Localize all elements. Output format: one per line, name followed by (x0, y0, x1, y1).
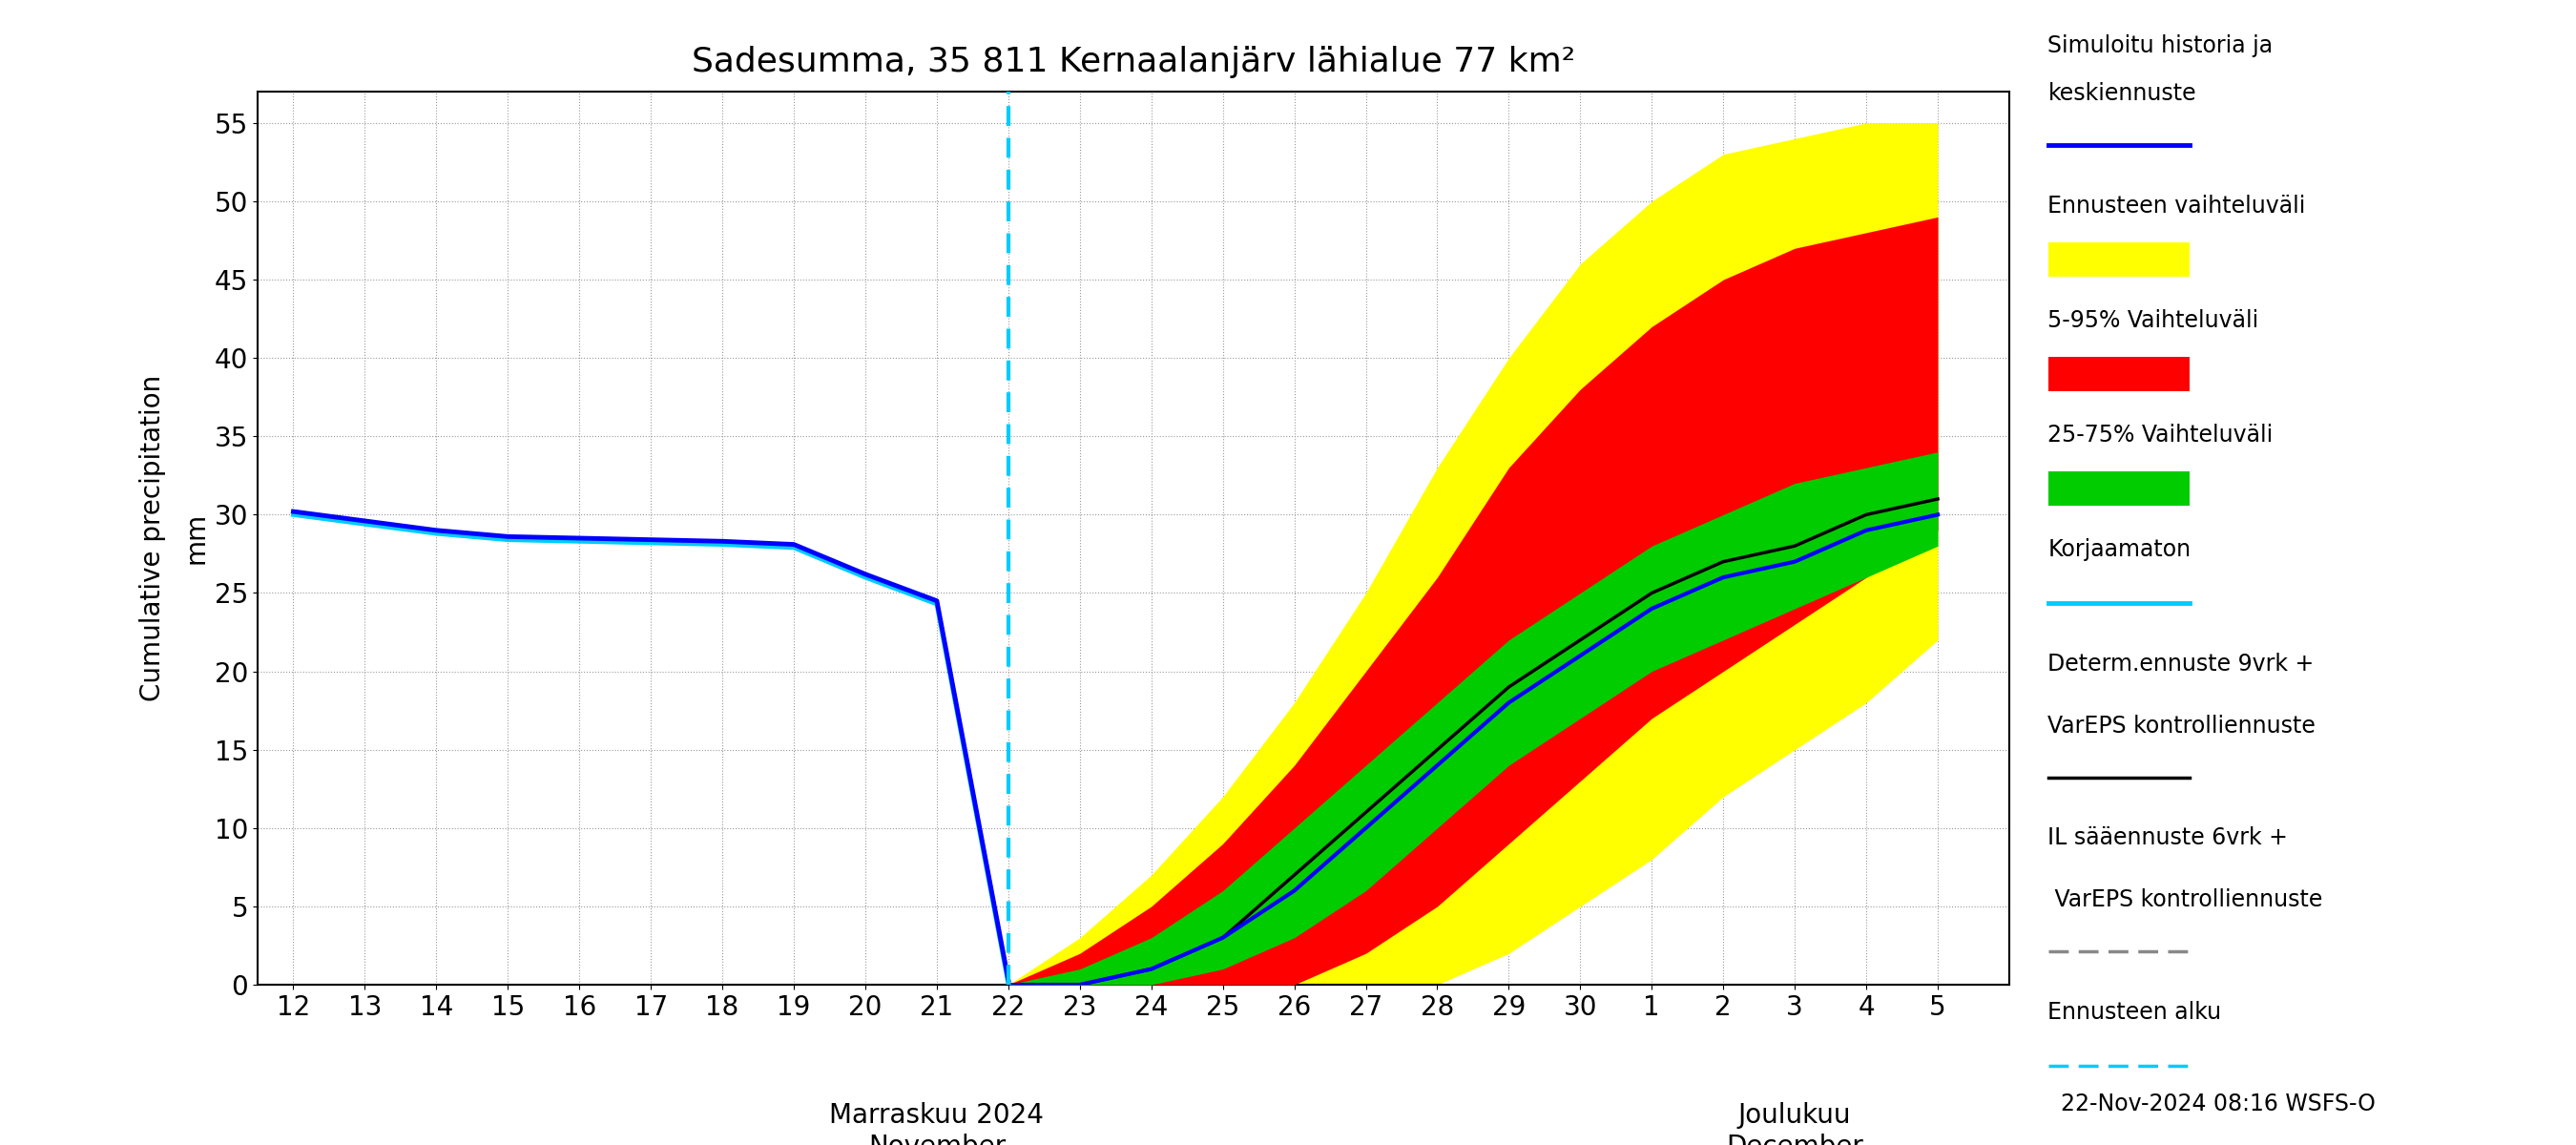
Text: Ennusteen alku: Ennusteen alku (2048, 1001, 2221, 1024)
Text: mm: mm (183, 512, 209, 564)
Text: 25-75% Vaihteluväli: 25-75% Vaihteluväli (2048, 424, 2272, 447)
Text: Marraskuu 2024
November: Marraskuu 2024 November (829, 1103, 1043, 1145)
Text: 22-Nov-2024 08:16 WSFS-O: 22-Nov-2024 08:16 WSFS-O (2061, 1092, 2375, 1115)
Text: Determ.ennuste 9vrk +: Determ.ennuste 9vrk + (2048, 653, 2313, 676)
Text: 5-95% Vaihteluväli: 5-95% Vaihteluväli (2048, 309, 2259, 332)
Text: keskiennuste: keskiennuste (2048, 82, 2197, 105)
Text: Joulukuu
December: Joulukuu December (1726, 1103, 1862, 1145)
Text: Simuloitu historia ja: Simuloitu historia ja (2048, 34, 2272, 57)
Text: IL sääennuste 6vrk +: IL sääennuste 6vrk + (2048, 827, 2287, 850)
Title: Sadesumma, 35 811 Kernaalanjärv lähialue 77 km²: Sadesumma, 35 811 Kernaalanjärv lähialue… (690, 46, 1577, 78)
Text: Korjaamaton: Korjaamaton (2048, 538, 2192, 561)
Text: Ennusteen vaihteluväli: Ennusteen vaihteluväli (2048, 195, 2306, 218)
Text: VarEPS kontrolliennuste: VarEPS kontrolliennuste (2048, 889, 2324, 911)
Text: VarEPS kontrolliennuste: VarEPS kontrolliennuste (2048, 714, 2316, 737)
Text: Cumulative precipitation: Cumulative precipitation (139, 374, 165, 702)
